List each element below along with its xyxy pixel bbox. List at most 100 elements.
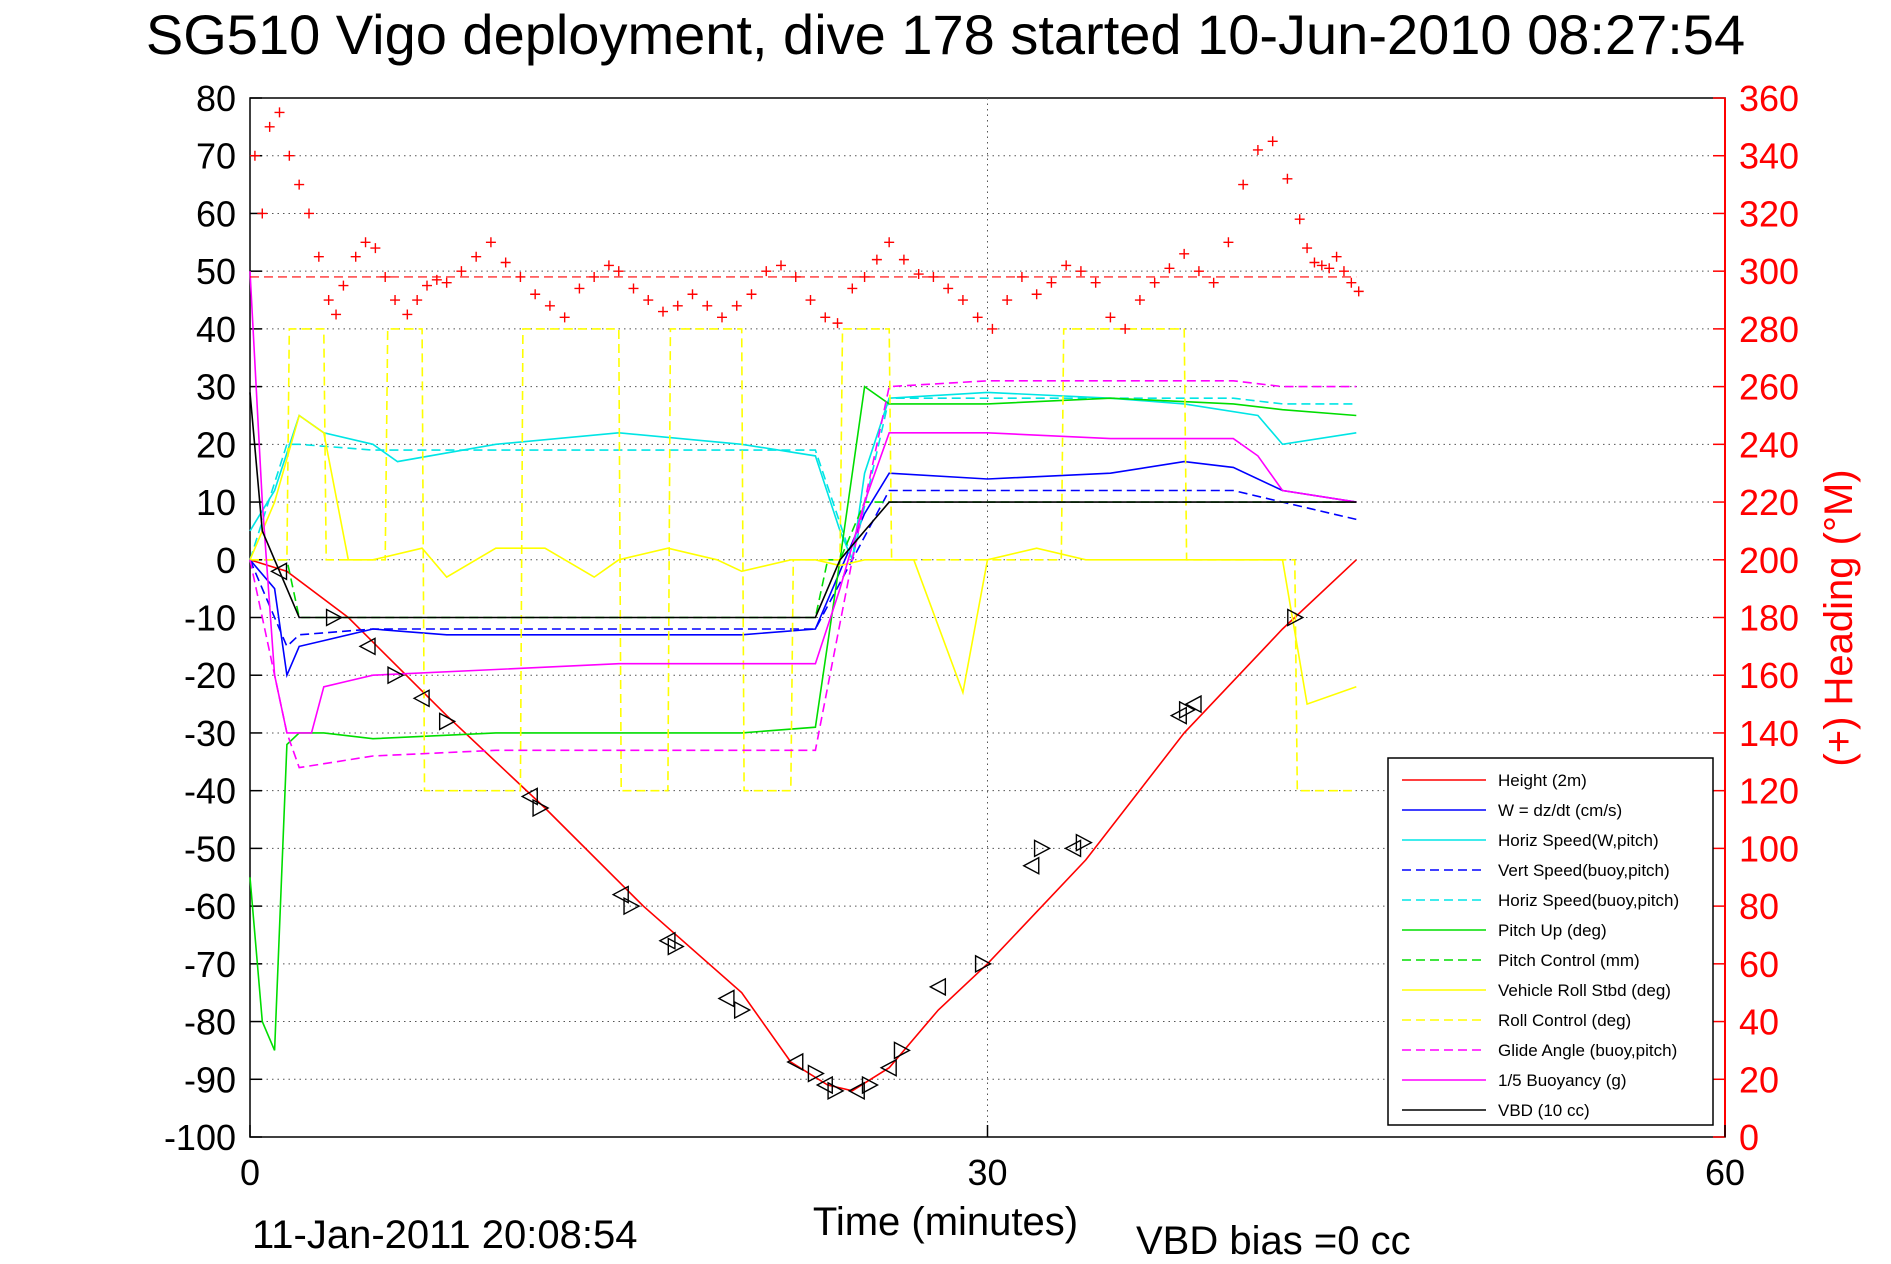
- heading-point: [702, 300, 713, 311]
- turn-marker: [861, 1075, 879, 1095]
- y2-tick-label: 260: [1739, 367, 1799, 408]
- y2-tick-label: 120: [1739, 771, 1799, 812]
- heading-point: [1061, 260, 1072, 271]
- heading-point: [1282, 173, 1293, 184]
- heading-point: [456, 266, 467, 277]
- legend-label: VBD (10 cc): [1498, 1101, 1590, 1120]
- turn-markers: [270, 562, 1305, 1100]
- heading-point: [746, 289, 757, 300]
- heading-point: [331, 309, 342, 320]
- y-tick-label: -40: [184, 771, 236, 812]
- turn-marker: [623, 896, 641, 916]
- heading-point: [957, 295, 968, 306]
- left-y-axis: 80 70 60 50 40 30 20 10 0 -10 -20 -30 -40 -50 -60 -70 -8…: [164, 78, 262, 1158]
- heading-point: [717, 312, 727, 323]
- heading-point: [274, 107, 285, 118]
- y2-tick-label: 200: [1739, 540, 1799, 581]
- turn-marker: [1184, 694, 1202, 714]
- heading-point: [1105, 312, 1116, 323]
- heading-point: [1267, 136, 1278, 147]
- y-tick-label: -100: [164, 1117, 236, 1158]
- y-tick-label: 10: [196, 482, 236, 523]
- heading-point: [1208, 277, 1219, 288]
- timestamp-label: 11-Jan-2011 20:08:54: [252, 1213, 638, 1257]
- y-tick-label: 0: [216, 540, 236, 581]
- y-tick-label: 20: [196, 424, 236, 465]
- heading-point: [304, 208, 314, 219]
- series-line-2: [249, 391, 1357, 563]
- y-tick-label: -70: [184, 944, 236, 985]
- turn-marker: [1287, 608, 1305, 627]
- heading-point: [731, 300, 742, 311]
- heading-point: [1090, 277, 1101, 288]
- turn-marker: [928, 977, 947, 997]
- heading-point: [871, 254, 882, 265]
- heading-point: [370, 243, 381, 254]
- heading-point: [380, 271, 391, 282]
- heading-point: [1164, 263, 1175, 274]
- heading-point: [1046, 277, 1057, 288]
- heading-point: [658, 306, 668, 317]
- heading-point: [544, 300, 555, 311]
- y-tick-label: -30: [184, 713, 236, 754]
- heading-point: [471, 251, 482, 262]
- heading-point: [790, 271, 801, 282]
- turn-marker: [1178, 700, 1197, 720]
- legend-label: Roll Control (deg): [1498, 1011, 1631, 1030]
- heading-point: [613, 266, 624, 277]
- heading-point: [913, 269, 924, 280]
- heading-point: [323, 295, 334, 306]
- y-tick-label: -90: [184, 1059, 236, 1100]
- turn-marker: [1022, 856, 1040, 875]
- x-tick-label: 30: [967, 1152, 1007, 1193]
- heading-point: [441, 277, 452, 288]
- y-tick-label: 50: [196, 251, 236, 292]
- legend-box: [1387, 757, 1714, 1126]
- turn-marker: [733, 1000, 752, 1020]
- heading-point: [1338, 266, 1349, 277]
- heading-point: [485, 237, 496, 248]
- heading-point: [1179, 248, 1190, 259]
- heading-point: [1331, 251, 1342, 262]
- legend-label: Vehicle Roll Stbd (deg): [1498, 981, 1671, 1000]
- heading-point: [249, 150, 260, 161]
- y-tick-label: 40: [196, 309, 236, 350]
- heading-point: [603, 260, 614, 271]
- heading-point: [1002, 295, 1013, 306]
- legend-label: W = dz/dt (cm/s): [1498, 801, 1622, 820]
- heading-point: [574, 283, 585, 294]
- y2-tick-label: 220: [1739, 482, 1799, 523]
- heading-point: [431, 274, 442, 285]
- heading-point: [422, 280, 432, 291]
- y2-tick-label: 240: [1739, 424, 1799, 465]
- heading-point: [500, 257, 511, 268]
- heading-point: [1302, 243, 1313, 254]
- heading-point: [390, 295, 401, 306]
- turn-marker: [532, 798, 550, 818]
- turn-marker: [786, 1052, 804, 1072]
- turn-marker: [879, 1058, 897, 1077]
- legend-label: Vert Speed(buoy,pitch): [1498, 861, 1670, 880]
- heading-point: [972, 312, 983, 323]
- heading-point: [264, 121, 275, 132]
- heading-point: [1294, 214, 1305, 225]
- turn-marker: [1075, 833, 1093, 852]
- heading-point: [589, 271, 600, 282]
- y-tick-label: -20: [184, 655, 236, 696]
- y2-tick-label: 100: [1739, 828, 1799, 869]
- legend-label: Height (2m): [1498, 771, 1587, 790]
- heading-point: [559, 312, 570, 323]
- right-y-axis: 3603403203002802602402202001801601401201…: [1713, 78, 1799, 1158]
- heading-point: [1309, 257, 1320, 268]
- heading-point: [898, 254, 909, 265]
- legend: Height (2m) W = dz/dt (cm/s) Horiz Speed(W…: [1387, 757, 1714, 1126]
- heading-point: [672, 300, 683, 311]
- y2-tick-label: 0: [1739, 1117, 1759, 1158]
- heading-point: [1346, 277, 1357, 288]
- heading-point: [412, 295, 423, 306]
- heading-point: [1238, 179, 1249, 190]
- turn-marker: [325, 608, 344, 627]
- heading-point: [884, 237, 895, 248]
- heading-point: [1149, 277, 1160, 288]
- heading-point: [1353, 286, 1364, 297]
